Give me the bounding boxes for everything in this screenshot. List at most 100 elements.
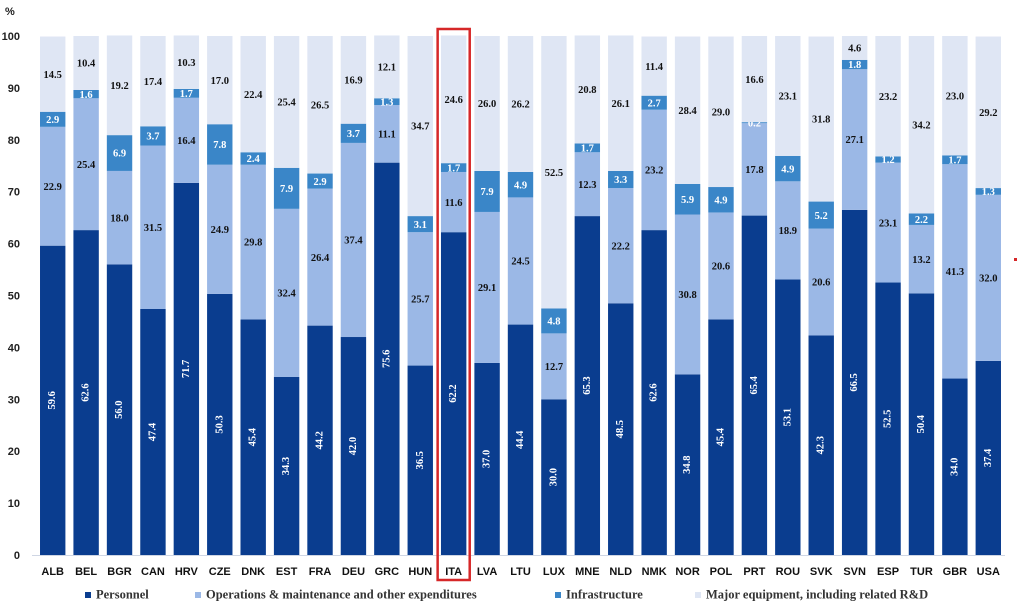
bar-segment — [875, 36, 901, 157]
bar-segment — [674, 183, 701, 215]
bar-alb: 59.6 22.9 2.9 14.5 — [40, 36, 66, 555]
data-label: 56.0 — [114, 400, 125, 418]
bar-segment — [507, 36, 534, 172]
legend-swatch — [85, 592, 91, 598]
data-label: 2.7 — [648, 98, 661, 109]
bar-segment — [273, 376, 300, 555]
bar-segment — [474, 36, 500, 171]
data-label: 1.3 — [982, 187, 995, 198]
data-label: 12.1 — [378, 63, 396, 74]
bar-segment — [975, 188, 1001, 195]
data-label: 47.4 — [147, 422, 158, 441]
bar-segment — [908, 293, 935, 555]
bar-segment — [908, 213, 935, 225]
data-label: 1.7 — [581, 144, 594, 155]
bar-segment — [608, 35, 634, 171]
x-tick-label: CAN — [141, 566, 165, 578]
data-label: 4.9 — [714, 195, 727, 206]
bar-segment — [608, 303, 634, 555]
data-label: 37.0 — [482, 450, 493, 468]
data-label: 3.1 — [414, 220, 427, 231]
x-tick-label: HUN — [408, 566, 432, 578]
data-label: 24.9 — [211, 225, 229, 236]
x-tick-label: ESP — [877, 566, 899, 578]
y-tick-label: 60 — [8, 239, 20, 251]
bar-segment — [240, 164, 266, 320]
bar-segment — [340, 142, 367, 338]
bar-segment — [975, 360, 1001, 555]
data-label: 10.4 — [77, 59, 96, 70]
bar-segment — [708, 187, 734, 213]
bar-segment — [207, 164, 233, 294]
x-tick-label: ITA — [445, 566, 462, 578]
bar-bel: 62.6 25.4 1.6 10.4 — [73, 36, 99, 555]
bar-segment — [741, 36, 768, 123]
data-label: 34.2 — [912, 120, 930, 131]
x-tick-label: GRC — [375, 566, 400, 578]
bar-segment — [73, 89, 99, 99]
data-label: 1.8 — [848, 60, 861, 71]
x-tick-label: MNE — [575, 566, 599, 578]
highlight-box — [436, 27, 471, 582]
y-tick-label: 0 — [14, 550, 20, 562]
data-label: 2.2 — [915, 215, 928, 226]
x-tick-label: BEL — [75, 566, 97, 578]
y-tick-label: 20 — [8, 446, 20, 458]
data-label: 30.0 — [548, 468, 559, 486]
data-label: 7.8 — [213, 140, 226, 151]
x-tick-label: FRA — [309, 566, 332, 578]
legend-label: Personnel — [96, 588, 149, 602]
data-label: 1.6 — [80, 90, 93, 101]
bar-segment — [741, 215, 768, 555]
bar-segment — [140, 308, 166, 555]
bar-lux: 30.0 12.7 4.8 52.5 — [541, 36, 567, 555]
side-marker — [1014, 258, 1017, 261]
data-label: 12.3 — [578, 180, 596, 191]
bar-segment — [340, 337, 367, 555]
y-tick-label: 10 — [8, 498, 20, 510]
bar-segment — [674, 214, 701, 375]
data-label: 45.4 — [248, 427, 259, 446]
bar-segment — [240, 152, 266, 165]
data-label: 31.8 — [812, 115, 830, 126]
bar-segment — [340, 36, 367, 124]
bar-segment — [273, 208, 300, 377]
bar-segment — [173, 35, 200, 89]
bar-segment — [407, 36, 433, 217]
bar-segment — [875, 282, 901, 555]
data-label: 17.4 — [144, 77, 163, 88]
y-tick-label: 50 — [8, 291, 20, 303]
data-label: 25.4 — [277, 98, 296, 109]
data-label: 42.3 — [816, 436, 827, 454]
bar-est: 34.3 32.4 7.9 25.4 — [273, 36, 300, 555]
data-label: 26.4 — [311, 253, 330, 264]
bar-prt: 65.4 17.8 0.2 16.6 — [741, 36, 768, 555]
data-label: 42.0 — [348, 437, 359, 455]
bar-segment — [541, 333, 567, 400]
data-label: 26.2 — [511, 100, 529, 111]
data-label: 2.9 — [313, 177, 326, 188]
bar-segment — [841, 209, 868, 556]
bar-segment — [407, 232, 433, 366]
data-label: 10.3 — [177, 58, 195, 69]
bar-segment — [173, 97, 200, 183]
data-label: 29.1 — [478, 283, 496, 294]
data-label: 26.5 — [311, 100, 329, 111]
data-label: 34.3 — [281, 457, 292, 475]
bar-segment — [374, 98, 400, 106]
bar-segment — [474, 211, 500, 363]
data-label: 37.4 — [983, 448, 994, 467]
data-label: 5.2 — [815, 211, 828, 222]
data-label: 59.6 — [47, 391, 58, 409]
bar-segment — [741, 122, 768, 124]
data-label: 6.9 — [113, 149, 126, 160]
bar-segment — [942, 164, 968, 379]
x-tick-label: ROU — [776, 566, 801, 578]
x-tick-label: DNK — [241, 566, 265, 578]
bar-svk: 42.3 20.6 5.2 31.8 — [808, 36, 834, 555]
bar-segment — [641, 230, 667, 555]
data-label: 71.7 — [181, 360, 192, 378]
bar-segment — [440, 232, 467, 555]
data-label: 19.2 — [110, 81, 128, 92]
data-label: 41.3 — [946, 267, 964, 278]
